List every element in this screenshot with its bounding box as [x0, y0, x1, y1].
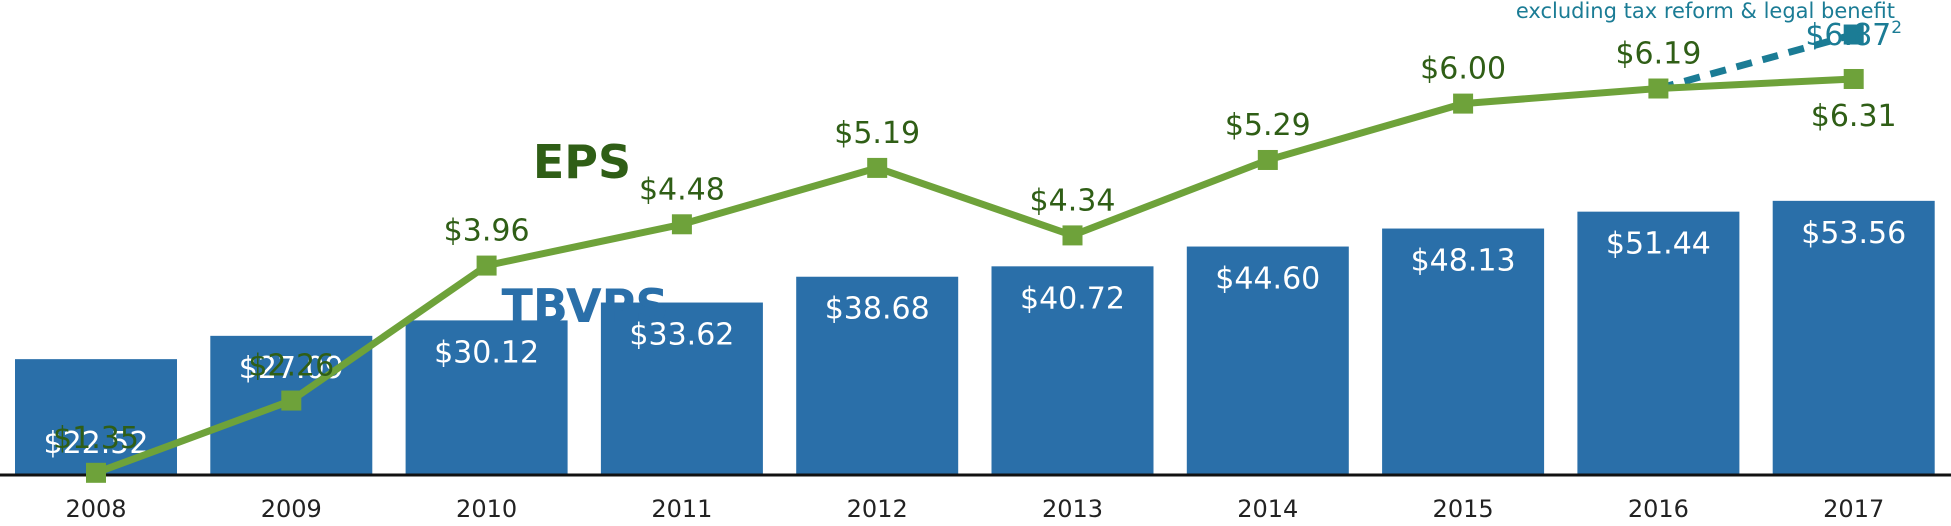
bar-label-2010: $30.12 — [434, 335, 539, 370]
x-tick-2017: 2017 — [1823, 495, 1884, 523]
eps-label-2017: $6.31 — [1811, 99, 1897, 134]
eps-point-2011 — [671, 214, 692, 235]
x-tick-2016: 2016 — [1628, 495, 1689, 523]
eps-label-2014: $5.29 — [1225, 108, 1311, 143]
eps-label-2012: $5.19 — [834, 116, 920, 151]
series-name-tbvps: TBVPS — [501, 279, 668, 333]
x-tick-2008: 2008 — [65, 495, 126, 523]
bar-label-2014: $44.60 — [1215, 262, 1320, 297]
series-name-eps: EPS — [533, 135, 631, 189]
bar-label-2017: $53.56 — [1801, 216, 1906, 251]
bar-label-2016: $51.44 — [1606, 227, 1711, 262]
eps-point-2013 — [1062, 225, 1083, 246]
bar-label-2013: $40.72 — [1020, 281, 1125, 316]
bar-tbvps-2017 — [1772, 200, 1935, 474]
eps-label-2008: $1.35 — [53, 421, 139, 456]
eps-alt-point — [1843, 24, 1864, 45]
bar-label-2012: $38.68 — [825, 292, 930, 327]
eps-alt-dashed-line — [1657, 31, 1855, 92]
eps-point-2015 — [1453, 93, 1474, 114]
eps-point-2012 — [867, 157, 888, 178]
x-tick-2011: 2011 — [651, 495, 712, 523]
x-tick-2009: 2009 — [261, 495, 322, 523]
eps-point-2009 — [281, 390, 302, 411]
x-tick-2015: 2015 — [1433, 495, 1494, 523]
bar-tbvps-2010 — [405, 320, 568, 474]
bar-tbvps-2012 — [796, 276, 959, 474]
eps-alt-label: $6.872 — [1805, 18, 1902, 53]
x-tick-2012: 2012 — [847, 495, 908, 523]
eps-point-2010 — [476, 255, 497, 276]
x-tick-2014: 2014 — [1237, 495, 1298, 523]
eps-label-2011: $4.48 — [639, 172, 725, 207]
bar-tbvps-2014 — [1186, 246, 1349, 474]
bar-label-2008: $22.52 — [44, 426, 149, 461]
eps-point-2008 — [86, 462, 106, 483]
bar-tbvps-2013 — [991, 266, 1154, 474]
bar-tbvps-2015 — [1382, 228, 1545, 474]
eps-label-2015: $6.00 — [1420, 52, 1506, 87]
eps-label-2016: $6.19 — [1615, 37, 1701, 72]
x-tick-2010: 2010 — [456, 495, 517, 523]
eps-point-2017 — [1843, 68, 1864, 89]
eps-point-2016 — [1648, 78, 1669, 99]
eps-alt-note: excluding tax reform & legal benefit — [1516, 0, 1895, 23]
bar-tbvps-2011 — [600, 302, 763, 474]
bar-label-2015: $48.13 — [1411, 244, 1516, 279]
eps-line — [94, 75, 1854, 477]
eps-label-2013: $4.34 — [1030, 183, 1116, 218]
x-tick-2013: 2013 — [1042, 495, 1103, 523]
eps-label-2010: $3.96 — [444, 214, 530, 249]
eps-label-2009: $2.26 — [248, 349, 334, 384]
bar-tbvps-2016 — [1577, 211, 1740, 474]
eps-point-2014 — [1257, 149, 1278, 170]
bar-label-2011: $33.62 — [629, 318, 734, 353]
